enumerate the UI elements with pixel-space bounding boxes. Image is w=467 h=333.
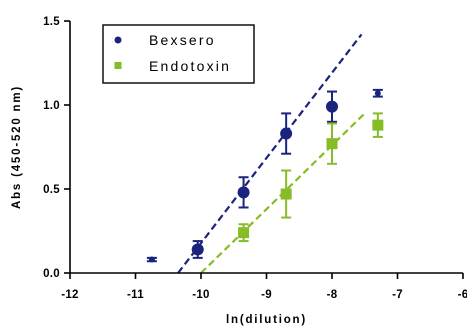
data-point-bexsero [191, 240, 204, 259]
legend-marker-endotoxin [114, 62, 122, 69]
legend-label-bexsero: Bexsero [149, 32, 216, 48]
circle-marker [326, 100, 338, 113]
x-axis-title: ln(dilution) [226, 314, 307, 326]
fit-line-bexsero [177, 33, 363, 274]
x-tick-label: -12 [61, 289, 79, 301]
data-point-bexsero [280, 112, 293, 155]
circle-marker [191, 243, 204, 256]
legend-box [102, 24, 255, 84]
legend-label-endotoxin: Endotoxin [149, 58, 231, 74]
data-point-endotoxin [238, 223, 250, 243]
square-marker [372, 119, 384, 131]
data-points-layer [146, 88, 384, 263]
y-tick-label: 0.0 [43, 268, 60, 280]
y-axis-title: Abs (450-520 nm) [11, 85, 23, 209]
y-tick-label: 1.5 [43, 16, 60, 28]
data-point-endotoxin [280, 169, 292, 219]
y-tick-label: 1.0 [43, 100, 60, 112]
square-marker [238, 227, 250, 239]
x-tick-label: -11 [127, 289, 144, 301]
data-point-bexsero [326, 90, 338, 123]
data-point-endotoxin [372, 112, 384, 138]
square-marker [326, 138, 338, 150]
data-point-bexsero [146, 256, 157, 263]
x-tick-label: -10 [192, 289, 210, 301]
x-tick-label: -6 [458, 289, 467, 301]
legend: Bexsero Endotoxin [102, 24, 255, 84]
axes-layer: -12 -11 -10 -9 -8 -7 -6 0.0 0.5 1.0 1.5 ln(dilution… [11, 16, 467, 326]
data-point-endotoxin [326, 122, 338, 165]
x-tick-label: -7 [392, 289, 403, 301]
circle-marker [374, 90, 381, 97]
circle-marker [280, 127, 293, 140]
circle-marker [148, 256, 155, 263]
data-point-bexsero [237, 176, 250, 209]
x-tick-label: -8 [327, 289, 338, 301]
x-tick-label: -9 [261, 289, 272, 301]
circle-marker [237, 186, 250, 199]
square-marker [280, 188, 292, 200]
data-point-bexsero [372, 88, 383, 98]
y-tick-label: 0.5 [43, 184, 60, 196]
legend-marker-bexsero [114, 36, 122, 44]
